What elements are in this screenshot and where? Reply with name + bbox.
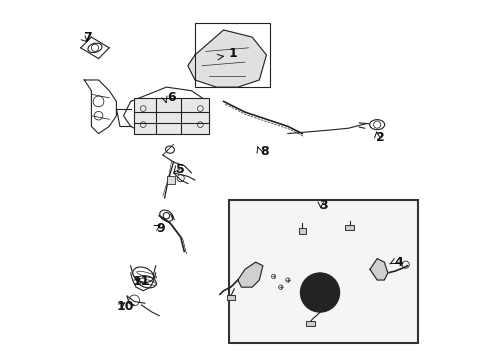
Text: 11: 11 xyxy=(133,275,150,288)
Bar xyxy=(298,228,306,234)
Text: 8: 8 xyxy=(260,145,269,158)
Text: 9: 9 xyxy=(157,222,165,235)
Text: 5: 5 xyxy=(176,163,185,176)
Polygon shape xyxy=(238,262,263,287)
Text: 3: 3 xyxy=(319,198,328,212)
Bar xyxy=(227,295,235,300)
Ellipse shape xyxy=(133,267,153,282)
Polygon shape xyxy=(188,30,267,87)
Bar xyxy=(195,23,270,87)
Bar xyxy=(167,176,175,184)
Text: 7: 7 xyxy=(83,31,92,44)
Text: 2: 2 xyxy=(376,131,385,144)
Text: 6: 6 xyxy=(168,91,176,104)
Bar xyxy=(229,200,418,342)
Text: 10: 10 xyxy=(117,300,134,313)
Text: 4: 4 xyxy=(394,256,403,269)
Bar xyxy=(134,98,209,134)
Bar xyxy=(306,321,315,327)
Circle shape xyxy=(300,273,340,312)
Bar xyxy=(345,225,354,230)
Text: 1: 1 xyxy=(228,47,237,60)
Ellipse shape xyxy=(369,120,385,130)
Polygon shape xyxy=(370,258,388,280)
